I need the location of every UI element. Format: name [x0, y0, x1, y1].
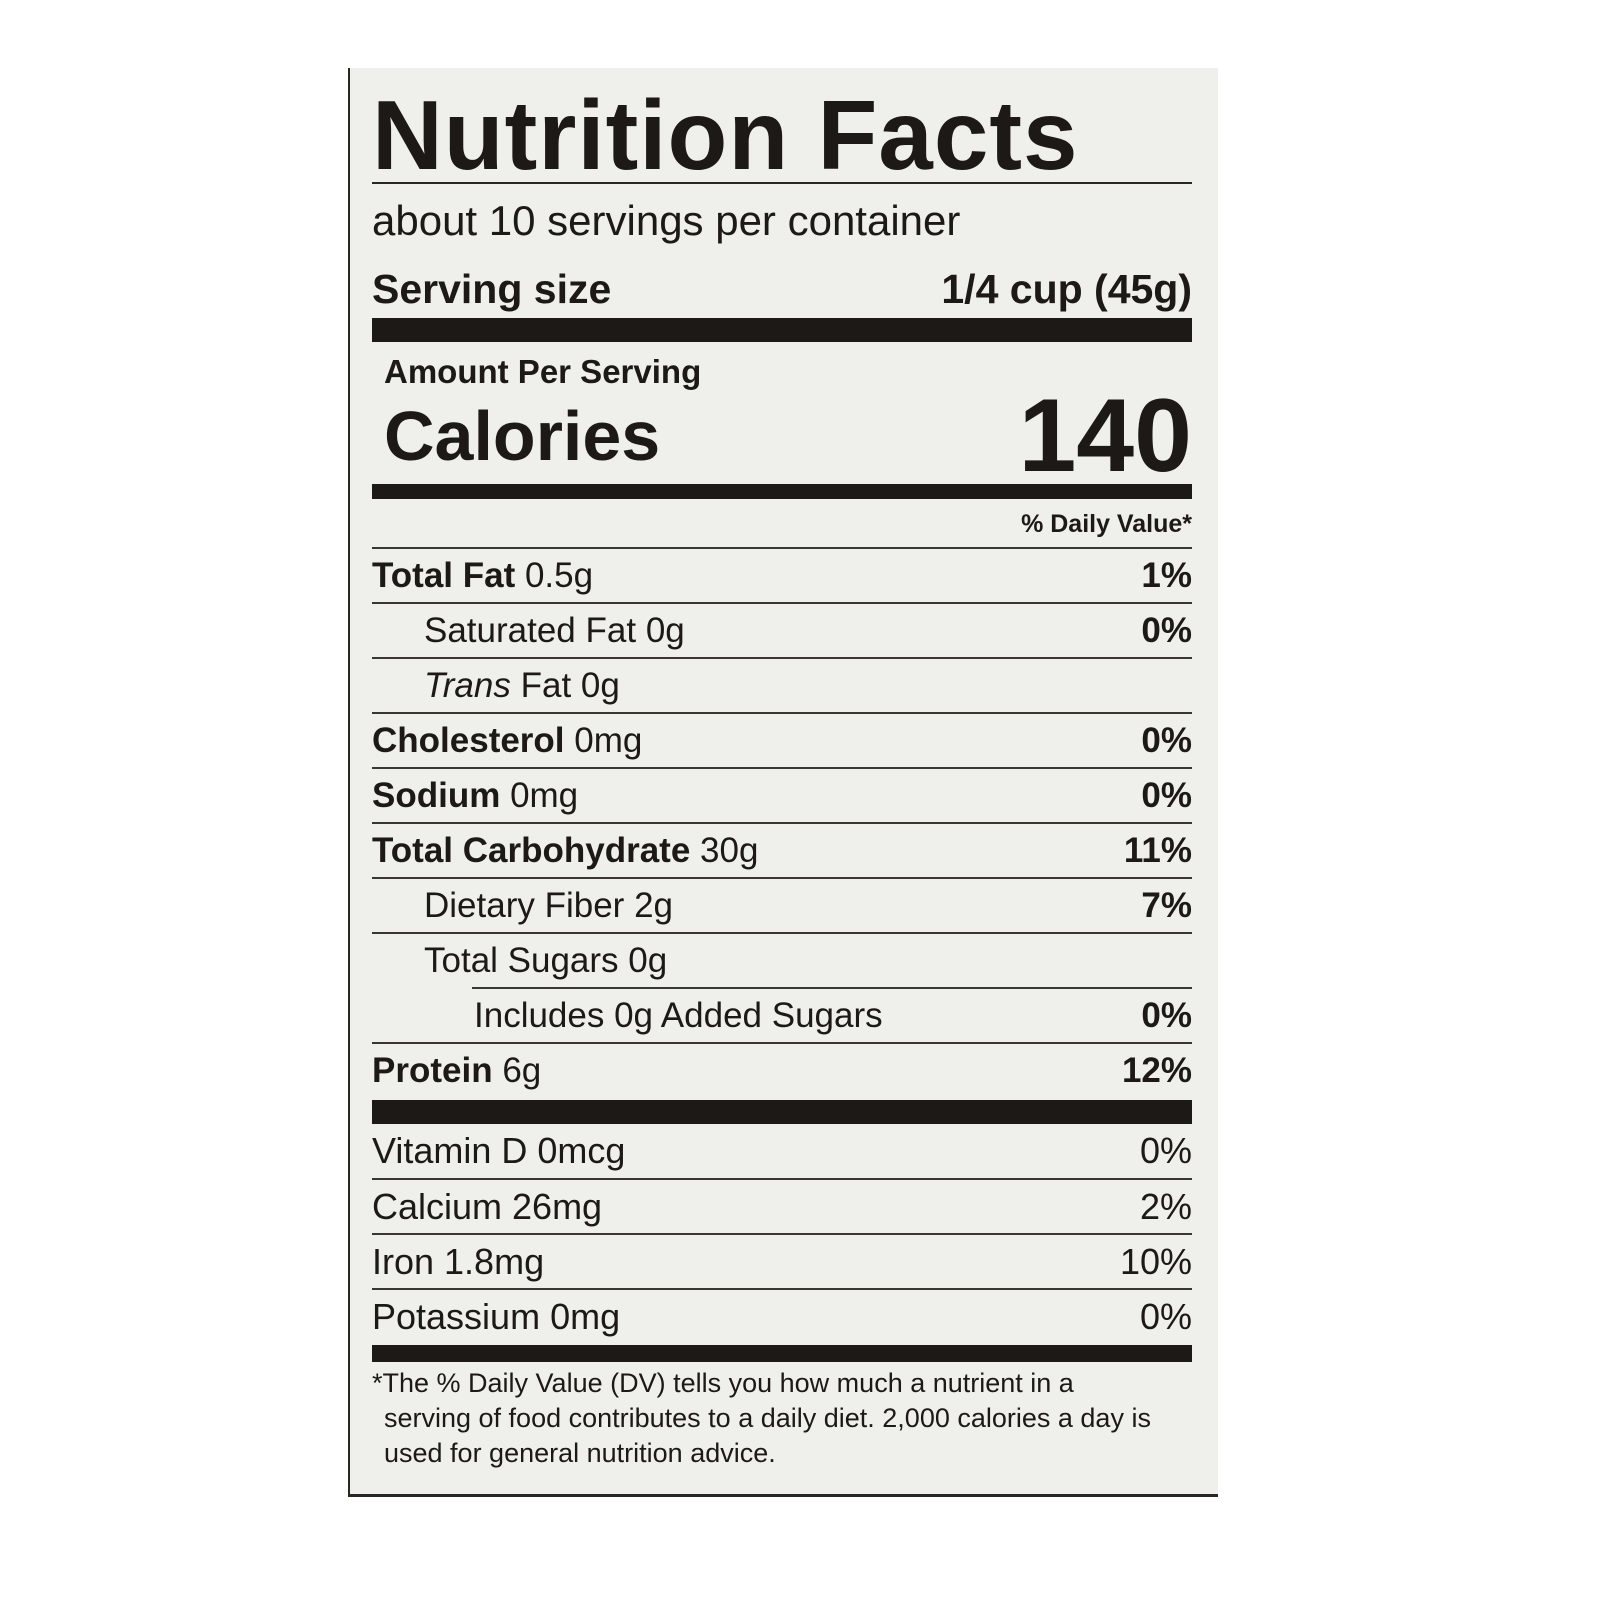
calories-row: Calories 140 — [372, 378, 1192, 494]
nutrition-facts-label: Nutrition Facts about 10 servings per co… — [348, 68, 1218, 1497]
nutrient-row: Trans Fat 0g — [372, 657, 1192, 712]
daily-value-header: % Daily Value* — [1021, 510, 1192, 538]
nutrient-row: Total Carbohydrate 30g 11% — [372, 822, 1192, 877]
label-title: Nutrition Facts — [372, 80, 1079, 190]
calories-value: 140 — [1018, 378, 1192, 494]
vitamin-row: Potassium 0mg 0% — [372, 1288, 1192, 1343]
nutrient-row: Sodium 0mg 0% — [372, 767, 1192, 822]
nutrient-row: Cholesterol 0mg 0% — [372, 712, 1192, 767]
thick-divider — [372, 318, 1192, 342]
nutrient-row: Total Sugars 0g — [372, 932, 1192, 987]
nutrient-list: Total Fat 0.5g 1% Saturated Fat 0g 0% Tran… — [372, 547, 1192, 1097]
thick-divider — [372, 484, 1192, 499]
footnote: *The % Daily Value (DV) tells you how mu… — [372, 1368, 1151, 1468]
divider — [372, 182, 1192, 184]
thick-divider — [372, 1100, 1192, 1124]
serving-size-row: Serving size 1/4 cup (45g) — [372, 264, 1192, 314]
nutrient-row: Dietary Fiber 2g 7% — [372, 877, 1192, 932]
serving-size-label: Serving size — [372, 266, 612, 312]
thick-divider — [372, 1345, 1192, 1362]
amount-per-serving: Amount Per Serving — [384, 353, 702, 390]
nutrient-row: Total Fat 0.5g 1% — [372, 547, 1192, 602]
nutrient-row: Protein 6g 12% — [372, 1042, 1192, 1097]
nutrient-row: Includes 0g Added Sugars 0% — [472, 987, 1192, 1042]
vitamin-row: Calcium 26mg 2% — [372, 1178, 1192, 1233]
servings-per-container: about 10 servings per container — [372, 197, 961, 244]
vitamin-row: Iron 1.8mg 10% — [372, 1233, 1192, 1288]
vitamin-list: Vitamin D 0mcg 0% Calcium 26mg 2% Iron 1.8… — [372, 1123, 1192, 1343]
calories-label: Calories — [384, 397, 661, 475]
serving-size-value: 1/4 cup (45g) — [941, 266, 1192, 312]
nutrient-row: Saturated Fat 0g 0% — [372, 602, 1192, 657]
vitamin-row: Vitamin D 0mcg 0% — [372, 1129, 1192, 1171]
